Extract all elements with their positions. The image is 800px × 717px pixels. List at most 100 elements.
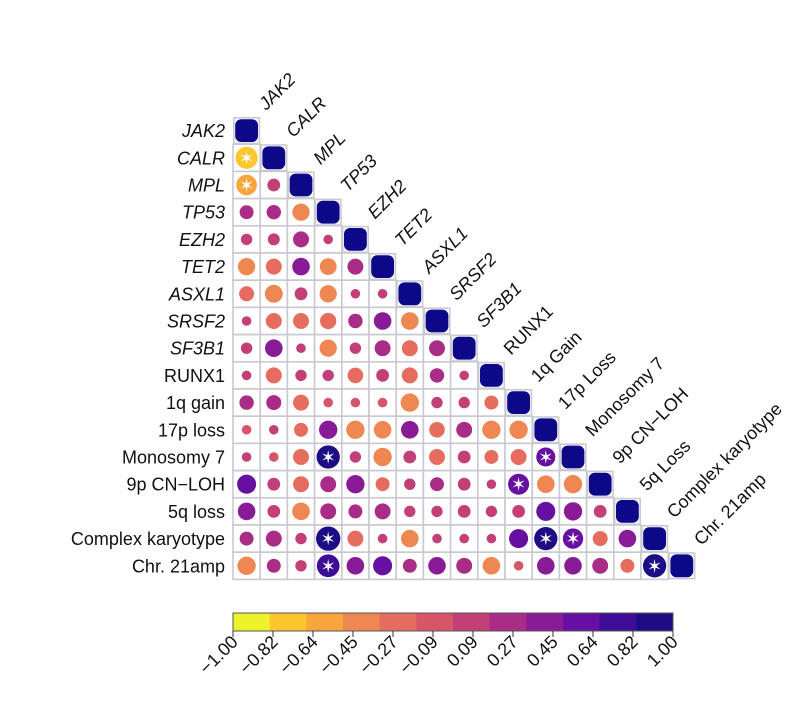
column-label-calr: CALR — [282, 93, 330, 141]
corr-circle-1q-gain-sf3b1 — [458, 396, 470, 409]
column-label-srsf2: SRSF2 — [445, 249, 500, 304]
significance-star: ✶ — [321, 556, 336, 577]
corr-circle-tp53-jak2 — [239, 205, 254, 220]
corr-circle-monosomy-7-calr — [269, 452, 279, 462]
significance-star: ✶ — [239, 176, 254, 197]
row-label-1q-gain: 1q gain — [166, 393, 225, 413]
corr-circle-5q-loss-mpl — [292, 502, 310, 521]
corr-circle-monosomy-7-srsf2 — [429, 449, 445, 465]
corr-circle-runx1-tp53 — [322, 369, 334, 382]
corr-circle-sf3b1-jak2 — [240, 342, 253, 354]
corr-circle-mpl-jak2 — [236, 174, 257, 196]
colorbar-tick-label: −0.64 — [275, 632, 321, 678]
corr-circle-chr-21amp-monosomy-7 — [564, 557, 582, 575]
significance-star: ✶ — [565, 529, 580, 550]
corr-circle-5q-loss-1q-gain — [512, 505, 525, 518]
corr-circle-runx1-srsf2 — [429, 368, 445, 383]
row-label-17p-loss: 17p loss — [158, 420, 225, 440]
colorbar-tick-label: −0.09 — [395, 632, 441, 678]
corr-circle-tet2-jak2 — [237, 257, 256, 276]
corr-circle-asxl1-tet2 — [377, 289, 388, 299]
corr-circle-sf3b1-calr — [265, 339, 283, 358]
corr-circle-chr-21amp-ezh2 — [346, 557, 365, 575]
corr-circle-complex-karyotype-tp53 — [316, 526, 341, 551]
column-label-tet2: TET2 — [391, 205, 436, 250]
corr-circle-5q-loss-asxl1 — [404, 505, 416, 518]
corr-circle-ezh2-tp53 — [323, 234, 333, 245]
column-label-asxl1: ASXL1 — [417, 223, 471, 277]
corr-circle-runx1-jak2 — [241, 370, 252, 381]
corr-circle-5q-loss-tet2 — [374, 503, 391, 520]
corr-circle-9p-cn-loh-mpl — [293, 476, 309, 493]
corr-circle-srsf2-tp53 — [320, 312, 337, 330]
row-label-calr: CALR — [177, 148, 225, 168]
corr-circle-complex-karyotype-srsf2 — [432, 533, 442, 544]
corr-circle-complex-karyotype-calr — [265, 530, 282, 547]
colorbar-segment — [416, 613, 454, 631]
corr-circle-sf3b1-tp53 — [319, 339, 337, 357]
row-label-asxl1: ASXL1 — [168, 284, 225, 304]
corr-circle-tet2-calr — [265, 258, 282, 275]
corr-circle-17p-loss-tp53 — [319, 420, 338, 439]
corr-circle-17p-loss-mpl — [294, 422, 308, 437]
corr-circle-chr-21amp-17p-loss — [537, 557, 555, 575]
corr-circle-9p-cn-loh-jak2 — [237, 474, 257, 494]
corr-circle-tet2-ezh2 — [347, 258, 364, 275]
corr-circle-monosomy-7-asxl1 — [403, 450, 417, 464]
heatmap-cell — [476, 551, 506, 581]
row-labels: JAK2 CALR MPL TP53 EZH2 TET2 ASXL1 SRSF2 SF3B1 RU… — [71, 121, 225, 576]
corr-circle-1q-gain-asxl1 — [400, 393, 419, 412]
corr-circle-1q-gain-tp53 — [323, 397, 333, 408]
diagonal-tp53 — [316, 200, 340, 224]
corr-circle-complex-karyotype-sf3b1 — [459, 533, 469, 544]
colorbar-tick-label: 1.00 — [643, 632, 682, 671]
diagonal-1q-gain — [507, 391, 530, 414]
corr-circle-mpl-calr — [267, 178, 281, 192]
colorbar-tick-label: −0.27 — [355, 632, 401, 678]
colorbar-segment — [489, 613, 527, 631]
corr-circle-tp53-calr — [266, 205, 281, 220]
colorbar-segment — [379, 613, 417, 631]
corr-circle-complex-karyotype-mpl — [295, 532, 307, 545]
corr-circle-sf3b1-srsf2 — [429, 340, 445, 357]
corr-circle-chr-21amp-9p-cn-loh — [592, 557, 609, 574]
corr-circle-asxl1-mpl — [294, 287, 308, 301]
diagonal-jak2 — [235, 119, 258, 142]
corr-circle-asxl1-tp53 — [319, 285, 337, 303]
corr-circle-calr-jak2 — [235, 146, 258, 169]
corr-circle-chr-21amp-jak2 — [237, 556, 256, 575]
row-label-tp53: TP53 — [182, 203, 225, 223]
diagonal-monosomy-7 — [561, 445, 585, 469]
corr-circle-monosomy-7-tp53 — [316, 445, 340, 469]
corr-circle-5q-loss-runx1 — [485, 505, 498, 518]
row-label-chr-21amp: Chr. 21amp — [132, 556, 225, 576]
corr-circle-ezh2-mpl — [293, 231, 309, 248]
diagonal-srsf2 — [425, 309, 449, 333]
corr-circle-runx1-tet2 — [376, 369, 389, 382]
corr-circle-9p-cn-loh-calr — [267, 477, 281, 491]
corr-circle-9p-cn-loh-17p-loss — [537, 475, 555, 494]
corr-circle-tet2-mpl — [292, 257, 310, 276]
corr-circle-complex-karyotype-ezh2 — [347, 530, 364, 547]
corr-circle-complex-karyotype-monosomy-7 — [562, 528, 584, 549]
column-label-mpl: MPL — [309, 128, 349, 168]
significance-star: ✶ — [321, 448, 336, 469]
diagonal-complex-karyotype — [643, 527, 666, 550]
colorbar-tick-label: 0.64 — [563, 632, 602, 671]
corr-circle-tet2-tp53 — [319, 258, 337, 275]
corr-circle-monosomy-7-1q-gain — [510, 449, 527, 465]
diagonal-calr — [262, 146, 286, 170]
significance-star: ✶ — [321, 529, 336, 550]
corr-circle-17p-loss-calr — [269, 425, 279, 435]
diagonal-ezh2 — [344, 228, 367, 251]
corr-circle-complex-karyotype-runx1 — [486, 533, 497, 544]
corr-circle-complex-karyotype-jak2 — [239, 531, 254, 546]
corr-circle-17p-loss-srsf2 — [429, 422, 445, 438]
corr-circle-runx1-calr — [265, 367, 282, 384]
corr-circle-9p-cn-loh-monosomy-7 — [563, 475, 583, 494]
corr-circle-chr-21amp-calr — [266, 558, 281, 573]
corr-circle-sf3b1-tet2 — [374, 340, 391, 357]
corr-circle-tp53-mpl — [292, 203, 310, 221]
corr-circle-5q-loss-9p-cn-loh — [593, 505, 607, 518]
diagonal-asxl1 — [398, 282, 422, 306]
